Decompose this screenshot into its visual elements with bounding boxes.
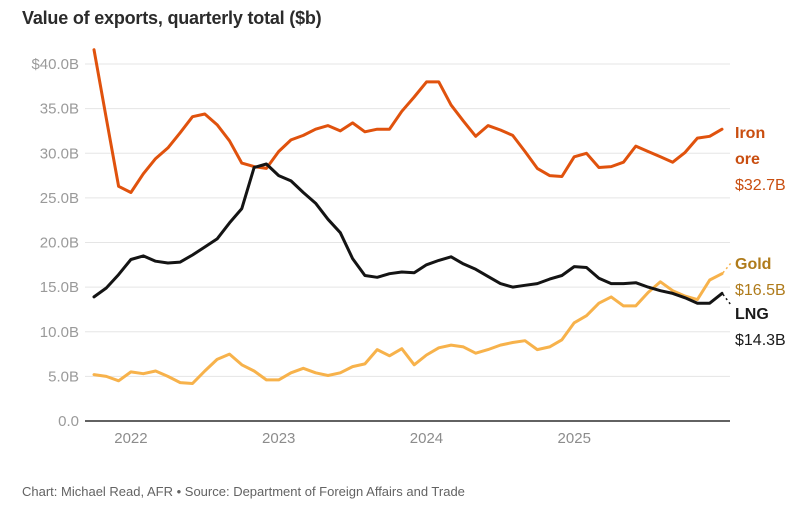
lng-line	[92, 162, 724, 305]
iron-ore-label: Iron ore	[735, 125, 766, 168]
y-tick-label-15: 15.0B	[40, 279, 79, 296]
gold-line	[92, 272, 724, 385]
x-tick-label-2023: 2023	[262, 430, 295, 447]
iron-ore-end-value: $32.7B	[735, 177, 786, 194]
lng-end-value: $14.3B	[735, 332, 786, 349]
x-tick-label-2022: 2022	[114, 430, 147, 447]
lng-label: LNG	[735, 306, 769, 323]
series-label-lng: LNG $14.3B	[735, 302, 805, 354]
series-label-iron-ore: Iron ore $32.7B	[735, 121, 789, 199]
iron-ore-line	[92, 48, 724, 194]
y-tick-label-0: 0.0	[58, 413, 79, 430]
series-label-gold: Gold $16.5B	[735, 252, 805, 304]
y-tick-label-5: 5.0B	[48, 368, 79, 385]
y-tick-label-10: 10.0B	[40, 324, 79, 341]
gold-label-connector	[722, 261, 733, 274]
y-tick-label-30: 30.0B	[40, 145, 79, 162]
y-tick-label-20: 20.0B	[40, 235, 79, 252]
y-tick-label-25: 25.0B	[40, 190, 79, 207]
gold-label: Gold	[735, 256, 772, 273]
y-tick-label-40: $40.0B	[31, 56, 79, 73]
x-tick-label-2024: 2024	[410, 430, 443, 447]
lng-label-connector	[722, 293, 733, 307]
y-tick-label-35: 35.0B	[40, 101, 79, 118]
chart-title: Value of exports, quarterly total ($b)	[22, 8, 322, 28]
x-tick-label-2025: 2025	[558, 430, 591, 447]
gold-end-value: $16.5B	[735, 282, 786, 299]
source-credit: Chart: Michael Read, AFR • Source: Depar…	[22, 484, 465, 499]
